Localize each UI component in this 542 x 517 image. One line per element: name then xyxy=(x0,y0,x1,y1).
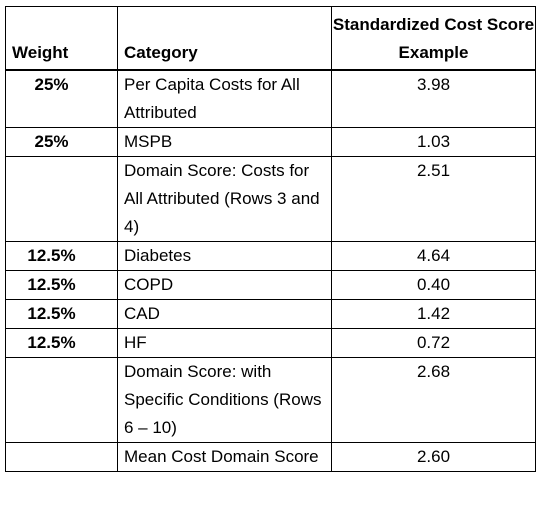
weight-cell: 25% xyxy=(5,127,118,157)
table-row: 25% MSPB 1.03 xyxy=(5,127,536,157)
table-row: Domain Score: Costs for All Attributed (… xyxy=(5,156,536,242)
score-cell: 4.64 xyxy=(331,241,536,271)
header-category: Category xyxy=(117,6,332,71)
category-cell: Per Capita Costs for All Attributed xyxy=(117,69,332,128)
weight-cell: 12.5% xyxy=(5,299,118,329)
category-cell: Diabetes xyxy=(117,241,332,271)
weight-cell xyxy=(5,357,118,443)
score-cell: 0.40 xyxy=(331,270,536,300)
category-cell: Mean Cost Domain Score xyxy=(117,442,332,472)
header-weight: Weight xyxy=(5,6,118,71)
header-row: Weight Category Standardized Cost Score … xyxy=(5,6,536,71)
table-row: Mean Cost Domain Score 2.60 xyxy=(5,442,536,472)
category-cell: Domain Score: Costs for All Attributed (… xyxy=(117,156,332,242)
table-row: 12.5% CAD 1.42 xyxy=(5,299,536,329)
score-cell: 3.98 xyxy=(331,69,536,128)
category-cell: CAD xyxy=(117,299,332,329)
score-cell: 2.51 xyxy=(331,156,536,242)
table-row: 12.5% COPD 0.40 xyxy=(5,270,536,300)
score-cell: 2.68 xyxy=(331,357,536,443)
cost-score-table: Weight Category Standardized Cost Score … xyxy=(5,6,536,472)
weight-cell: 12.5% xyxy=(5,270,118,300)
score-cell: 0.72 xyxy=(331,328,536,358)
weight-cell: 12.5% xyxy=(5,241,118,271)
table-row: Domain Score: with Specific Conditions (… xyxy=(5,357,536,443)
category-cell: HF xyxy=(117,328,332,358)
score-cell: 1.42 xyxy=(331,299,536,329)
table-row: 12.5% HF 0.72 xyxy=(5,328,536,358)
category-cell: MSPB xyxy=(117,127,332,157)
weight-cell: 25% xyxy=(5,69,118,128)
score-cell: 2.60 xyxy=(331,442,536,472)
header-score: Standardized Cost Score Example xyxy=(331,6,536,71)
weight-cell xyxy=(5,156,118,242)
table-row: 12.5% Diabetes 4.64 xyxy=(5,241,536,271)
category-cell: Domain Score: with Specific Conditions (… xyxy=(117,357,332,443)
weight-cell: 12.5% xyxy=(5,328,118,358)
category-cell: COPD xyxy=(117,270,332,300)
weight-cell xyxy=(5,442,118,472)
table-row: 25% Per Capita Costs for All Attributed … xyxy=(5,69,536,128)
score-cell: 1.03 xyxy=(331,127,536,157)
